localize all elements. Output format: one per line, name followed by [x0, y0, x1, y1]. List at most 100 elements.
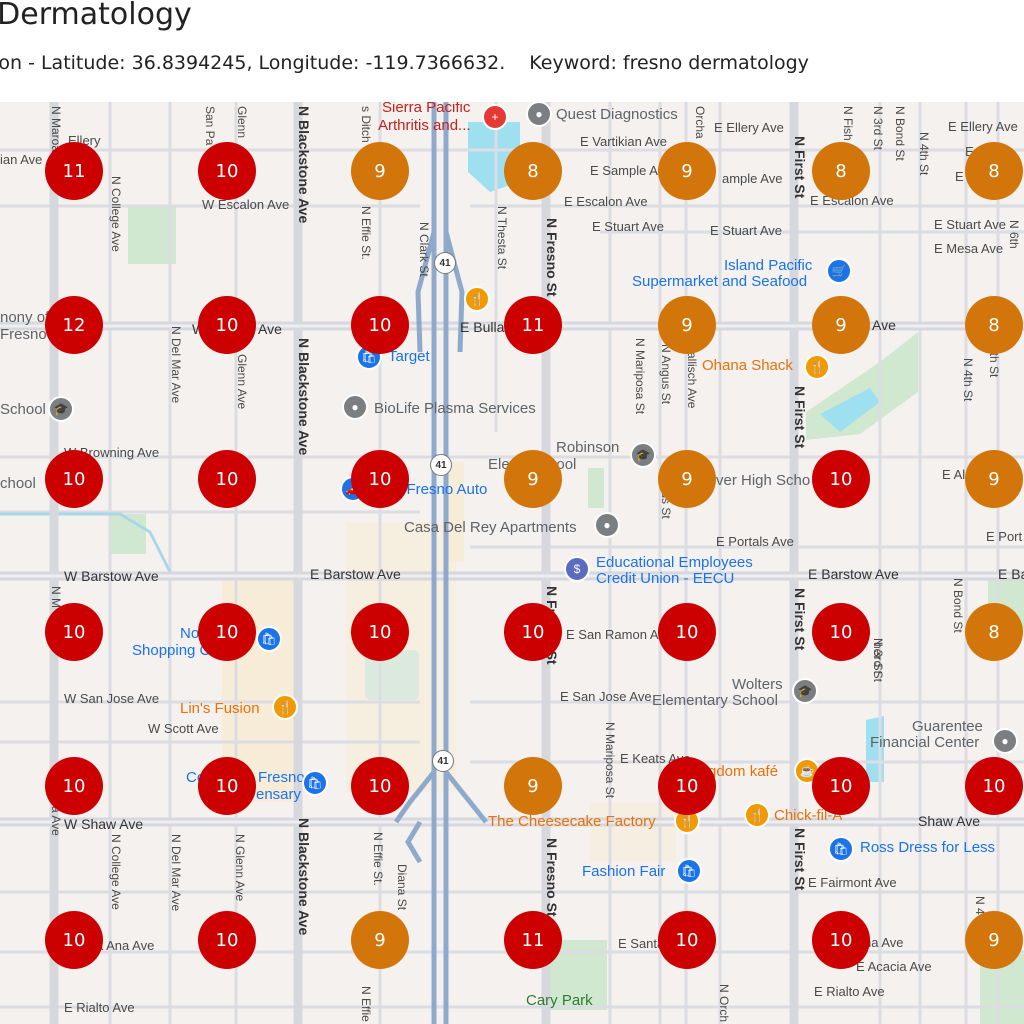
poi-fashion-fair[interactable]: Fashion Fair [582, 863, 666, 880]
bank-icon[interactable]: $ [564, 556, 590, 582]
rank-marker[interactable]: 9 [965, 911, 1023, 969]
poi-wolters-elementary[interactable]: Elementary School [652, 692, 778, 709]
poi-shopping-center[interactable]: Shopping C [132, 642, 211, 659]
poi-quest-diagnostics[interactable]: Quest Diagnostics [556, 106, 678, 123]
road-label-n-fresno: N Fresno St [544, 218, 560, 297]
pin-icon[interactable]: ● [342, 394, 368, 420]
rank-marker[interactable]: 9 [965, 450, 1023, 508]
poi-school-left2[interactable]: chool [0, 475, 36, 492]
poi-fresno-left[interactable]: Fresno [0, 326, 47, 343]
rank-marker[interactable]: 8 [812, 142, 870, 200]
restaurant-icon[interactable]: 🍴 [464, 286, 490, 312]
poi-biolife[interactable]: BioLife Plasma Services [374, 400, 536, 417]
rank-marker[interactable]: 8 [965, 603, 1023, 661]
road-label-w-shaw: W Shaw Ave [64, 816, 144, 832]
rank-marker[interactable]: 10 [812, 757, 870, 815]
school-icon[interactable]: 🎓 [792, 678, 818, 704]
restaurant-icon[interactable]: 🍴 [744, 802, 770, 828]
rank-marker[interactable]: 10 [198, 603, 256, 661]
poi-sierra-pacific[interactable]: Sierra Pacific [382, 102, 471, 116]
rank-marker[interactable]: 10 [658, 911, 716, 969]
rank-marker[interactable]: 10 [198, 911, 256, 969]
rank-marker[interactable]: 8 [965, 142, 1023, 200]
rank-marker[interactable]: 9 [504, 450, 562, 508]
restaurant-icon[interactable]: 🍴 [804, 354, 830, 380]
school-icon[interactable]: 🎓 [630, 442, 656, 468]
rank-marker[interactable]: 8 [504, 142, 562, 200]
poi-no[interactable]: No [180, 625, 200, 642]
rank-marker[interactable]: 10 [812, 603, 870, 661]
rank-marker[interactable]: 10 [812, 450, 870, 508]
rank-marker[interactable]: 9 [504, 757, 562, 815]
rank-marker[interactable]: 9 [658, 142, 716, 200]
rank-marker[interactable]: 10 [45, 757, 103, 815]
school-icon[interactable]: 🎓 [48, 396, 74, 422]
poi-credit-union[interactable]: Credit Union - EECU [596, 570, 735, 587]
poi-wolters[interactable]: Wolters [732, 676, 783, 693]
poi-ohana-shack[interactable]: Ohana Shack [702, 357, 793, 374]
road-label-glenn: Glenn [235, 106, 249, 139]
road-label-w-scott: W Scott Ave [148, 721, 219, 736]
rank-marker[interactable]: 10 [351, 296, 409, 354]
poi-high-school[interactable]: ver High Scho [716, 472, 811, 489]
shopping-bag-icon[interactable]: 🛍 [302, 770, 328, 796]
poi-robinson[interactable]: Robinson [556, 439, 620, 456]
poi-island-pacific[interactable]: Island Pacific [724, 257, 813, 274]
poi-cary-park[interactable]: Cary Park [526, 992, 593, 1009]
poi-kingdom-kafe[interactable]: gdom kafé [708, 763, 779, 780]
rank-marker[interactable]: 10 [198, 296, 256, 354]
poi-lins-fusion[interactable]: Lin's Fusion [180, 700, 260, 717]
poi-fresno-dispensary[interactable]: Fresno [258, 769, 305, 786]
rank-marker[interactable]: 10 [198, 757, 256, 815]
shopping-bag-icon[interactable]: 🛍 [256, 626, 282, 652]
rank-marker[interactable]: 10 [198, 142, 256, 200]
map-view[interactable]: W Barstow Ave E Barstow Ave E Barstow Av… [0, 102, 1024, 1024]
rank-marker[interactable]: 11 [504, 296, 562, 354]
poi-fresno-auto[interactable]: a Fresno Auto [394, 481, 488, 498]
rank-marker[interactable]: 10 [351, 757, 409, 815]
rank-marker[interactable]: 10 [45, 603, 103, 661]
poi-chick-fil-a[interactable]: Chick-fil-A [774, 807, 843, 824]
rank-marker[interactable]: 10 [45, 911, 103, 969]
rank-marker[interactable]: 10 [965, 757, 1023, 815]
poi-financial-center[interactable]: Financial Center [870, 734, 980, 751]
hospital-icon[interactable]: + [482, 104, 508, 130]
rank-marker[interactable]: 10 [658, 757, 716, 815]
poi-casa-del-rey[interactable]: Casa Del Rey Apartments [404, 519, 577, 536]
rank-marker[interactable]: 9 [812, 296, 870, 354]
rank-marker[interactable]: 10 [45, 450, 103, 508]
rank-marker[interactable]: 9 [658, 296, 716, 354]
pin-icon[interactable]: ● [992, 728, 1018, 754]
poi-educational-employees[interactable]: Educational Employees [596, 554, 753, 571]
road-label-n-first2: N First St [792, 386, 808, 449]
poi-harmony[interactable]: nony of [0, 309, 50, 326]
shopping-cart-icon[interactable]: 🛒 [826, 258, 852, 284]
rank-marker[interactable]: 10 [812, 911, 870, 969]
rank-marker[interactable]: 11 [504, 911, 562, 969]
shopping-bag-icon[interactable]: 🛍 [676, 858, 702, 884]
rank-marker[interactable]: 8 [965, 296, 1023, 354]
pin-icon[interactable]: ● [526, 102, 552, 127]
poi-guarentee[interactable]: Guarentee [912, 718, 983, 735]
rank-marker[interactable]: 10 [504, 603, 562, 661]
poi-target[interactable]: Target [388, 348, 430, 365]
rank-marker[interactable]: 10 [198, 450, 256, 508]
road-label-n-fresno3: N Fresno St [544, 838, 560, 917]
rank-marker[interactable]: 9 [658, 450, 716, 508]
rank-marker[interactable]: 10 [658, 603, 716, 661]
poi-ensary[interactable]: ensary [256, 786, 302, 803]
poi-cheesecake-factory[interactable]: The Cheesecake Factory [488, 813, 656, 830]
pin-icon[interactable]: ● [594, 512, 620, 538]
rank-marker[interactable]: 10 [351, 603, 409, 661]
poi-school-left[interactable]: School [0, 401, 46, 418]
rank-marker[interactable]: 9 [351, 911, 409, 969]
poi-arthritis[interactable]: Arthritis and... [378, 117, 471, 134]
rank-marker[interactable]: 12 [45, 296, 103, 354]
poi-ross[interactable]: Ross Dress for Less [860, 839, 996, 856]
rank-marker[interactable]: 11 [45, 142, 103, 200]
shopping-bag-icon[interactable]: 🛍 [828, 836, 854, 862]
restaurant-icon[interactable]: 🍴 [272, 694, 298, 720]
poi-supermarket[interactable]: Supermarket and Seafood [632, 273, 808, 290]
rank-marker[interactable]: 10 [351, 450, 409, 508]
rank-marker[interactable]: 9 [351, 142, 409, 200]
